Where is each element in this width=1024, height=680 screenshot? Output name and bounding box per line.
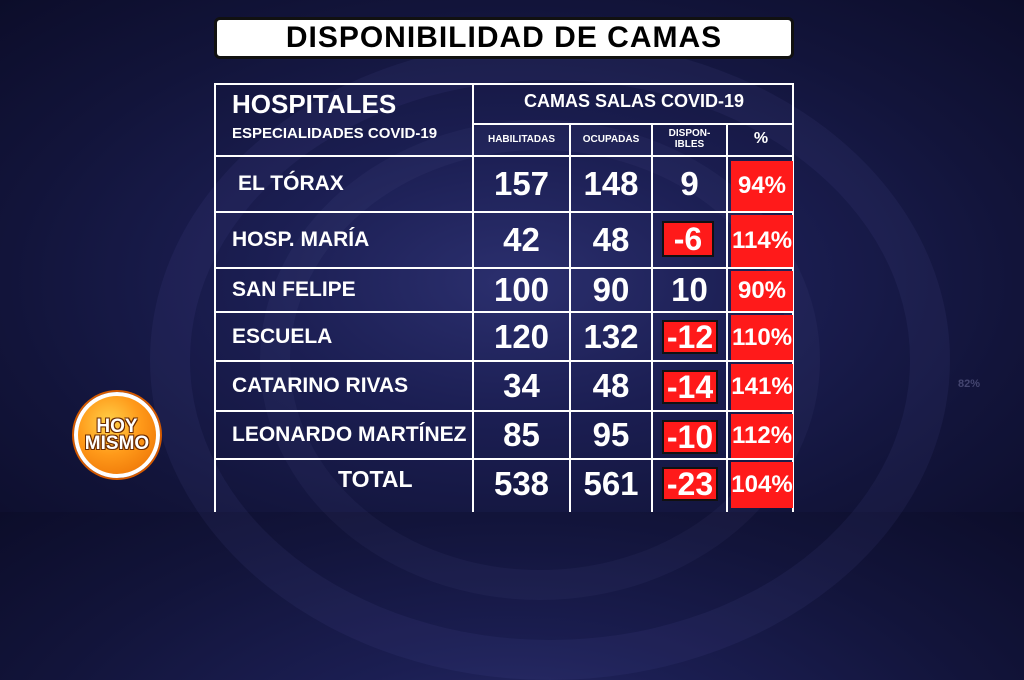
habilitadas-value: 42 (503, 221, 540, 258)
disponibles-value: 10 (671, 271, 708, 308)
column-divider (651, 123, 653, 512)
habilitadas-value: 34 (503, 367, 540, 404)
logo-text-line2: MISMO (84, 433, 150, 454)
hospital-name: HOSP. MARÍA (232, 228, 370, 251)
habilitadas-value: 120 (493, 317, 550, 355)
hospital-name: EL TÓRAX (238, 172, 344, 195)
row-divider (216, 360, 792, 362)
disponibles-value: -14 (662, 369, 718, 405)
column-divider (569, 123, 571, 512)
row-divider (216, 410, 792, 412)
column-divider (472, 85, 474, 512)
occupancy-pct: 112% (731, 414, 793, 458)
disponibles-value: 9 (680, 165, 699, 202)
logo-text-line1: HOY (96, 416, 138, 437)
background-watermark-text: 82% (958, 378, 981, 390)
header-ocupadas: OCUPADAS (582, 133, 640, 145)
total-habilitadas: 538 (493, 465, 550, 502)
habilitadas-value: 157 (493, 165, 550, 202)
total-label: TOTAL (338, 465, 413, 492)
row-divider (216, 155, 792, 157)
hospital-name: LEONARDO MARTÍNEZ (232, 423, 467, 446)
header-especialidades: ESPECIALIDADES COVID-19 (232, 125, 438, 142)
habilitadas-value: 100 (493, 271, 550, 308)
beds-table: HOSPITALES ESPECIALIDADES COVID-19 CAMAS… (214, 83, 794, 512)
occupancy-pct: 141% (731, 364, 793, 410)
occupancy-pct: 114% (731, 215, 793, 267)
header-hospitales: HOSPITALES (232, 89, 397, 119)
total-ocupadas: 561 (583, 465, 639, 502)
total-pct: 104% (731, 462, 793, 508)
hospital-name: SAN FELIPE (232, 278, 356, 301)
disponibles-value: -10 (662, 419, 718, 455)
total-disponibles: -23 (662, 466, 718, 502)
ocupadas-value: 95 (592, 416, 630, 453)
header-pct: % (753, 130, 769, 147)
disponibles-value: -6 (662, 221, 714, 257)
hoy-mismo-logo: HOY MISMO (74, 392, 160, 478)
row-divider (472, 123, 792, 125)
row-divider (216, 211, 792, 213)
header-habilitadas: HABILITADAS (487, 133, 556, 145)
column-divider (726, 123, 728, 512)
ocupadas-value: 148 (583, 165, 639, 202)
header-disponibles: DISPON- IBLES (668, 128, 711, 150)
ocupadas-value: 48 (592, 221, 630, 258)
title-banner: DISPONIBILIDAD DE CAMAS (214, 17, 794, 59)
row-divider (216, 311, 792, 313)
ocupadas-value: 132 (583, 317, 639, 355)
occupancy-pct: 110% (731, 315, 793, 360)
disponibles-value: -12 (662, 319, 718, 355)
ocupadas-value: 90 (592, 271, 630, 308)
occupancy-pct: 94% (731, 161, 793, 211)
ocupadas-value: 48 (592, 367, 630, 404)
hospital-name: ESCUELA (232, 324, 333, 348)
header-camas: CAMAS SALAS COVID-19 (523, 91, 745, 111)
row-divider (216, 267, 792, 269)
occupancy-pct: 90% (731, 271, 793, 311)
page-title: DISPONIBILIDAD DE CAMAS (285, 21, 723, 54)
habilitadas-value: 85 (503, 416, 540, 453)
row-divider (216, 458, 792, 460)
hospital-name: CATARINO RIVAS (232, 374, 409, 397)
